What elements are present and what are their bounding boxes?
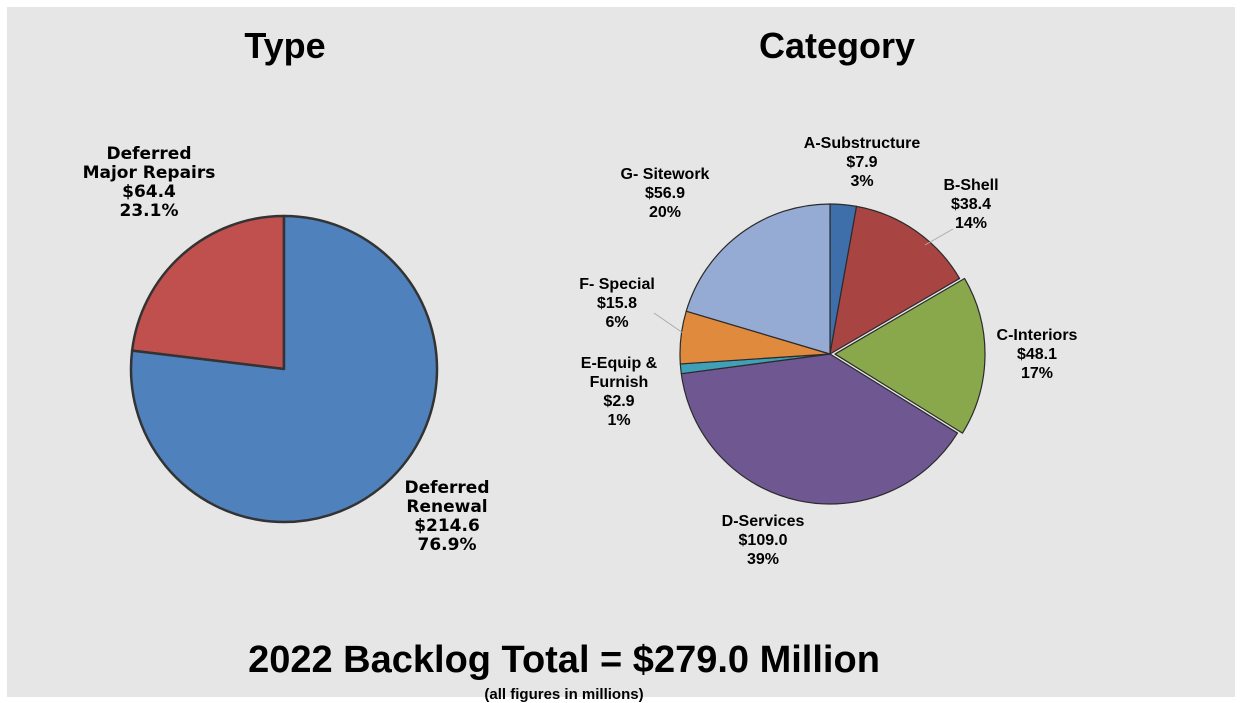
label-line: $214.6 [414,516,480,536]
label-b-shell: B-Shell $38.4 14% [943,177,998,232]
label-line: C-Interiors [997,327,1078,344]
label-line: B-Shell [943,177,998,194]
label-line: $48.1 [1017,346,1057,363]
label-line: $56.9 [645,185,685,202]
backlog-total: 2022 Backlog Total = $279.0 Million [248,639,880,681]
label-line: 14% [955,215,987,232]
label-line: 1% [607,412,630,429]
label-line: 17% [1021,365,1053,382]
figures-note: (all figures in millions) [484,686,644,703]
label-line: 6% [605,314,628,331]
label-line: $64.4 [122,182,176,202]
label-line: Major Repairs [83,163,216,183]
slice-c-interiors [834,277,986,434]
type-chart-title: Type [244,25,326,66]
label-f-special: F- Special $15.8 6% [579,276,655,331]
label-line: 20% [649,204,681,221]
pie-charts: Deferred Major Repairs $64.4 23.1%Deferred R… [83,135,1078,568]
label-deferred-renewal: Deferred Renewal $214.6 76.9% [404,478,489,555]
label-line: $7.9 [846,154,877,171]
label-line: 76.9% [418,535,477,555]
label-line: $2.9 [603,393,634,410]
label-line: Furnish [590,374,649,391]
label-line: $15.8 [597,295,637,312]
slice-deferred-renewal [129,214,439,524]
label-line: $109.0 [739,532,788,549]
leader-f-special [653,312,684,334]
label-c-interiors: C-Interiors $48.1 17% [997,327,1078,382]
label-a-substructure: A-Substructure $7.9 3% [804,135,921,190]
slice-deferred-major-repairs [130,214,286,371]
label-e-equip-furnish: E-Equip & Furnish $2.9 1% [581,355,658,429]
label-line: Deferred [404,478,489,498]
slice-g-sitework [685,203,831,355]
label-line: 3% [850,173,873,190]
leader-b-shell [924,228,954,246]
pie-category: A-Substructure $7.9 3% B-Shell $38.4 14% C-Int… [579,135,1077,568]
slice-d-services [680,353,959,505]
label-g-sitework: G- Sitework $56.9 20% [621,166,710,221]
label-line: D-Services [722,513,805,530]
label-line: Deferred [106,144,191,164]
label-line: G- Sitework [621,166,710,183]
label-line: E-Equip & [581,355,658,372]
category-chart-title: Category [758,25,916,66]
chart-canvas: Type Category Deferred Major Repairs $64.4… [7,7,1235,703]
label-line: A-Substructure [804,135,921,152]
label-line: Renewal [406,497,487,517]
label-deferred-major-repairs: Deferred Major Repairs $64.4 23.1% [83,144,216,221]
pie-type: Deferred Major Repairs $64.4 23.1%Deferred R… [83,144,490,555]
label-d-services: D-Services $109.0 39% [722,513,805,568]
label-line: F- Special [579,276,655,293]
label-line: $38.4 [951,196,991,213]
label-line: 23.1% [120,201,179,221]
label-line: 39% [747,551,779,568]
